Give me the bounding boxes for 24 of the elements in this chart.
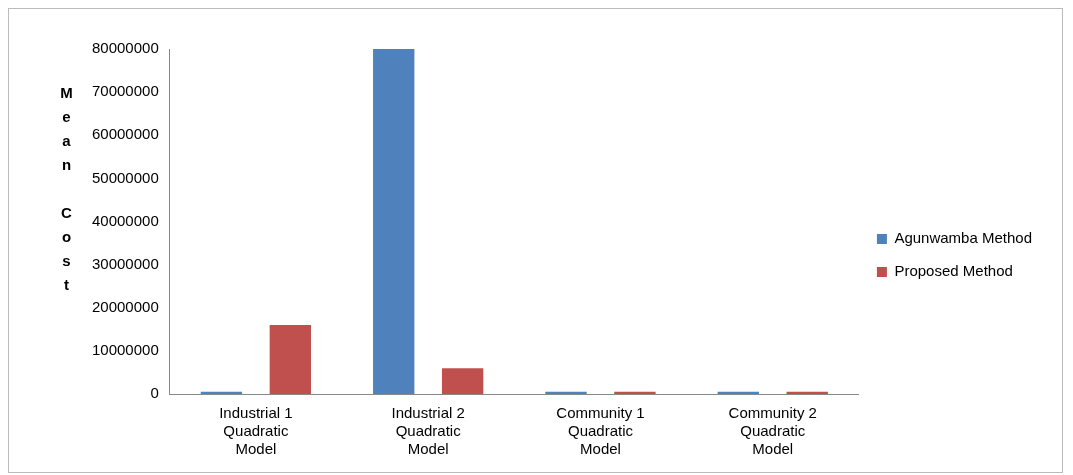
bar xyxy=(373,49,415,394)
bar xyxy=(269,325,312,394)
y-tick-label: 0 xyxy=(150,384,159,402)
y-tick-label: 70000000 xyxy=(91,82,159,100)
y-tick-label: 10000000 xyxy=(91,341,159,359)
bar xyxy=(200,391,243,394)
x-tick-label: Industrial 2 Quadratic Model xyxy=(391,404,465,458)
y-tick-label: 50000000 xyxy=(91,168,159,186)
x-tick-label: Community 2 Quadratic Model xyxy=(728,404,817,458)
y-tick-label: 20000000 xyxy=(91,297,159,315)
bar xyxy=(717,391,759,394)
y-tick-label: 40000000 xyxy=(91,211,159,229)
y-tick-label: 30000000 xyxy=(91,254,159,272)
y-tick-label: 60000000 xyxy=(91,125,159,143)
legend-label: Agunwamba Method xyxy=(894,229,1033,247)
legend-label: Proposed Method xyxy=(894,262,1013,280)
bar xyxy=(614,391,656,394)
y-tick-label: 80000000 xyxy=(91,39,159,57)
bar xyxy=(545,391,587,394)
bar xyxy=(441,368,484,394)
x-tick-label: Community 1 Quadratic Model xyxy=(556,404,645,458)
x-tick-label: Industrial 1 Quadratic Model xyxy=(219,404,293,458)
bar xyxy=(786,391,828,394)
y-axis-title: Mean Cost xyxy=(58,84,75,300)
